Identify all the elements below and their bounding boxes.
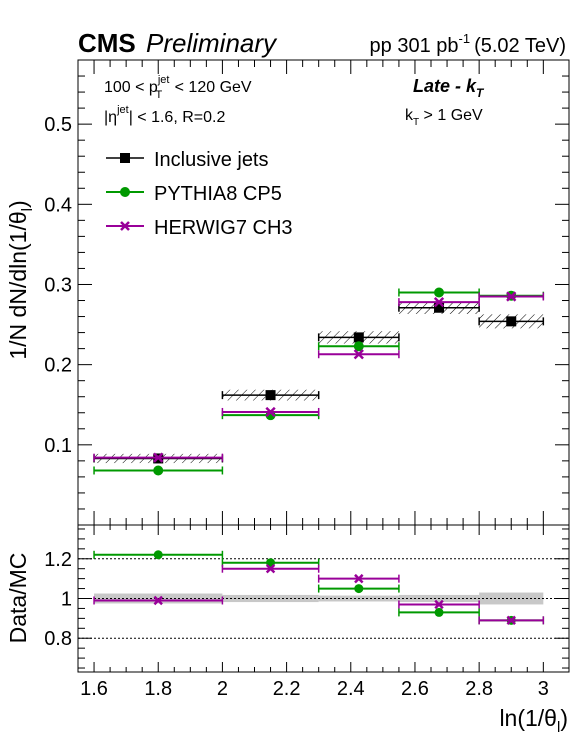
ratio-y-tick-label: 0.8 (44, 628, 72, 650)
x-label-pre: ln(1/θ (499, 705, 557, 731)
ratio-y-tick-label: 1.2 (44, 549, 72, 571)
marker-circle (153, 465, 164, 476)
region-label: Late - kT (413, 76, 485, 100)
marker-square (265, 390, 276, 401)
marker-square (506, 316, 517, 327)
ratio-y-tick-label: 1 (61, 589, 72, 611)
legend-entry-herwig7: HERWIG7 CH3 (106, 217, 293, 239)
pt-cut-sup: jet (157, 74, 170, 86)
marker-circle (353, 341, 364, 352)
marker-square (353, 332, 364, 343)
ratio-series-circle (93, 550, 545, 625)
eta-cut-pre: |η (104, 109, 117, 126)
kt-cut-annotation: kT > 1 GeV (405, 107, 483, 128)
main-y-tick-label: 0.5 (44, 114, 72, 136)
ratio-panel: 0.8 1 1.2 1.6 1.8 2 2.2 2.4 2.6 2.8 3 (44, 524, 570, 700)
x-tick-label: 2.8 (465, 678, 493, 700)
main-y-tick-label: 0.2 (44, 355, 72, 377)
marker-cross (353, 349, 364, 360)
main-y-tick-label: 0.4 (44, 194, 72, 216)
luminosity-label: pp 301 pb-1 (5.02 TeV) (370, 31, 566, 57)
legend-entry-pythia8: PYTHIA8 CP5 (106, 183, 282, 205)
ratio-x-ticks: 1.6 1.8 2 2.2 2.4 2.6 2.8 3 (80, 525, 549, 700)
x-tick-label: 2.2 (273, 678, 301, 700)
main-y-tick-label: 0.1 (44, 435, 72, 457)
main-y-ticks: 0.1 0.2 0.3 0.4 0.5 (44, 75, 569, 510)
cms-label: CMS (78, 28, 136, 58)
x-tick-label: 2.6 (401, 678, 429, 700)
kt-cut-post: > 1 GeV (419, 107, 483, 124)
x-axis-label: ln(1/θl) (499, 705, 568, 736)
luminosity-exponent: -1 (459, 31, 471, 46)
eta-cut-annotation: |ηjet| < 1.6, R=0.2 (104, 104, 225, 126)
ratio-series-cross (93, 563, 545, 626)
legend-label: PYTHIA8 CP5 (154, 183, 282, 205)
marker-cross (265, 563, 276, 574)
marker-cross (434, 599, 444, 610)
pt-cut-annotation: 100 < pjet T < 120 GeV (104, 74, 252, 101)
main-y-label-sub: l (19, 208, 36, 211)
marker-square (434, 302, 445, 313)
legend-marker-cross (120, 221, 130, 231)
marker-circle (354, 584, 364, 594)
legend-entry-inclusive-jets: Inclusive jets (106, 149, 269, 171)
ratio-y-ticks: 0.8 1 1.2 (44, 528, 569, 669)
x-label-sub: l (557, 719, 560, 736)
x-tick-label: 2 (217, 678, 228, 700)
main-y-label-post: ) (5, 200, 31, 208)
luminosity-suffix: (5.02 TeV) (474, 35, 566, 57)
pt-cut-post: < 120 GeV (170, 79, 252, 96)
preliminary-label: Preliminary (146, 28, 278, 58)
main-y-axis-label: 1/N dN/dln(1/θl) (5, 200, 36, 359)
x-tick-label: 1.8 (144, 678, 172, 700)
pt-cut-sub: T (155, 89, 162, 101)
marker-cross (506, 615, 516, 626)
marker-cross (265, 406, 276, 418)
marker-cross (153, 452, 164, 463)
series-cross (93, 291, 545, 463)
marker-cross (506, 291, 517, 302)
marker-circle (153, 550, 163, 560)
ratio-y-axis-label: Data/MC (5, 553, 31, 644)
region-sub: T (476, 86, 485, 100)
pt-cut-pre: 100 < p (104, 79, 158, 96)
x-tick-label: 1.6 (80, 678, 108, 700)
x-tick-label: 2.4 (337, 678, 365, 700)
main-y-tick-label: 0.3 (44, 274, 72, 296)
main-x-ticks (93, 60, 544, 525)
marker-circle (434, 607, 444, 617)
marker-circle (434, 287, 445, 298)
series-square (93, 302, 545, 464)
legend-marker-square (120, 153, 130, 163)
main-y-label-pre: 1/N dN/dln(1/θ (5, 211, 31, 359)
kt-cut-pre: k (405, 107, 414, 124)
legend-label: HERWIG7 CH3 (154, 217, 293, 239)
x-tick-label: 3 (538, 678, 549, 700)
legend-marker-circle (120, 187, 130, 197)
kt-cut-sub: T (413, 117, 419, 128)
main-marks (93, 287, 545, 476)
legend: Inclusive jets PYTHIA8 CP5 HERWIG7 CH3 (106, 149, 293, 239)
luminosity-prefix: pp 301 pb (370, 35, 459, 57)
marker-cross (153, 595, 163, 606)
marker-cross (354, 573, 364, 584)
legend-label: Inclusive jets (154, 149, 269, 171)
eta-cut-sup: jet (116, 104, 129, 116)
region-text: Late - k (413, 76, 477, 96)
series-circle (93, 287, 545, 476)
main-panel: 0.1 0.2 0.3 0.4 0.5 (44, 59, 570, 526)
marker-cross (433, 296, 445, 308)
ratio-marks (93, 550, 545, 626)
eta-cut-post: | < 1.6, R=0.2 (129, 109, 226, 126)
ratio-reference-lines (78, 558, 569, 639)
x-label-post: ) (560, 705, 568, 731)
